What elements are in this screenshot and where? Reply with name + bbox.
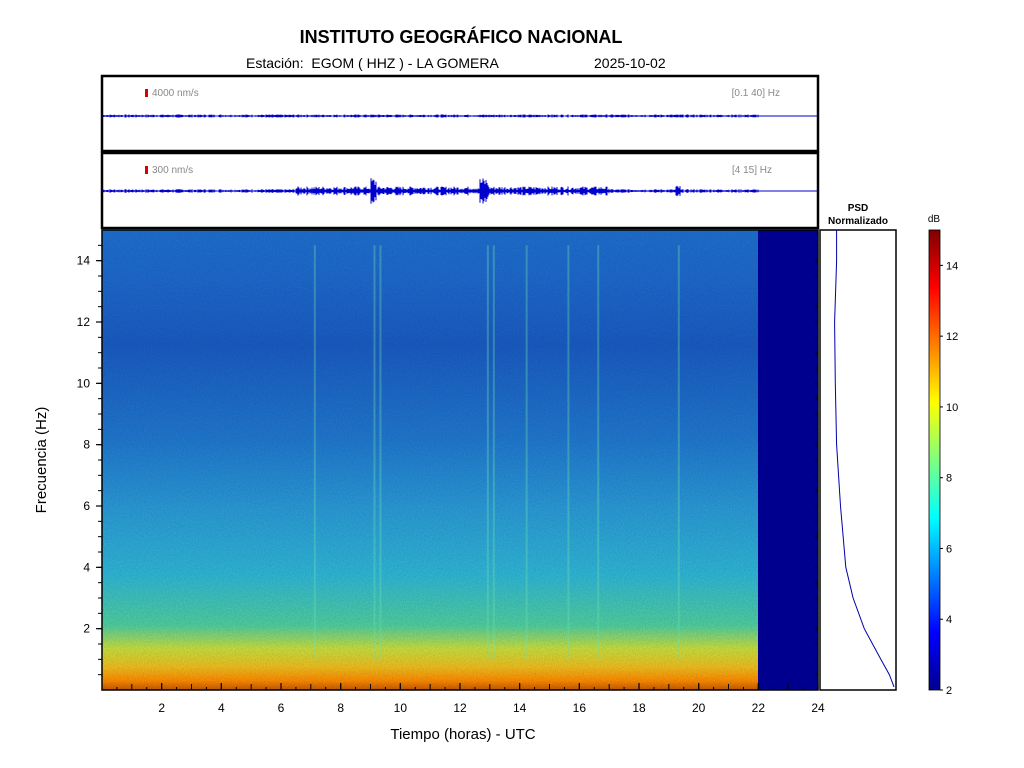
colorbar-tick-label: 14 <box>946 260 958 272</box>
x-tick-label: 20 <box>692 701 706 715</box>
scale-bar-1 <box>145 89 148 97</box>
y-tick-label: 12 <box>77 315 91 329</box>
y-axis-label: Frecuencia (Hz) <box>33 407 50 514</box>
x-axis: 2 4 6 8 10 12 14 16 18 20 22 24 <box>116 683 825 715</box>
spectrogram-streak <box>492 245 495 660</box>
x-tick-label: 14 <box>513 701 527 715</box>
x-tick-label: 24 <box>811 701 825 715</box>
spectrogram-streak <box>373 245 376 660</box>
psd-title-2: Normalizado <box>828 216 888 227</box>
psd-curve <box>834 230 895 688</box>
y-tick-label: 8 <box>83 438 90 452</box>
x-tick-label: 10 <box>394 701 408 715</box>
colorbar-tick-label: 10 <box>946 402 958 414</box>
x-tick-label: 4 <box>218 701 225 715</box>
colorbar-tick-label: 12 <box>946 331 958 343</box>
psd-panel: PSD Normalizado <box>819 203 897 691</box>
x-tick-label: 22 <box>752 701 766 715</box>
x-tick-label: 2 <box>158 701 165 715</box>
scale-bar-2 <box>145 166 148 174</box>
seismogram-panel-2: 300 nm/s [4 15] Hz <box>100 151 820 230</box>
y-tick-label: 14 <box>77 254 91 268</box>
station-label: Estación: EGOM ( HHZ ) - LA GOMERA <box>246 55 499 71</box>
spectrogram-streaks <box>313 245 680 660</box>
spectrogram-streak <box>567 245 570 660</box>
x-tick-label: 16 <box>573 701 587 715</box>
x-tick-label: 18 <box>632 701 646 715</box>
seismogram-trace-2 <box>102 178 759 204</box>
spectrogram-noise <box>102 230 758 690</box>
date-label: 2025-10-02 <box>594 55 666 71</box>
trace-scale-label-2: 300 nm/s <box>152 165 193 176</box>
spectrogram-streak <box>597 245 600 660</box>
x-tick-label: 12 <box>453 701 467 715</box>
seismogram-panel-1: 4000 nm/s [0.1 40] Hz <box>100 74 820 153</box>
y-axis: 2 4 6 8 10 12 14 <box>77 244 818 676</box>
spectrogram-streak <box>525 245 528 660</box>
colorbar-scale <box>928 229 941 691</box>
colorbar-ticks: 2 4 6 8 10 12 14 <box>940 260 958 697</box>
colorbar-tick-label: 6 <box>946 543 952 555</box>
y-tick-label: 2 <box>83 622 90 636</box>
y-tick-label: 4 <box>83 560 90 574</box>
psd-title-1: PSD <box>848 203 869 214</box>
x-tick-label: 8 <box>337 701 344 715</box>
trace-scale-label-1: 4000 nm/s <box>152 88 199 99</box>
spectrogram-streak <box>677 245 680 660</box>
spectrogram-streak <box>313 245 316 660</box>
spectrogram-streak <box>486 245 489 660</box>
psd-frame <box>819 229 897 691</box>
colorbar-unit: dB <box>928 214 941 225</box>
y-tick-label: 10 <box>77 376 91 390</box>
colorbar-tick-label: 4 <box>946 614 952 626</box>
spectrogram-no-data <box>758 230 818 690</box>
colorbar-tick-label: 8 <box>946 473 952 485</box>
x-tick-label: 6 <box>278 701 285 715</box>
seismogram-trace-1 <box>102 114 759 118</box>
page-title: INSTITUTO GEOGRÁFICO NACIONAL <box>299 27 623 47</box>
x-axis-label: Tiempo (horas) - UTC <box>390 726 535 743</box>
spectrogram-streak <box>379 245 382 660</box>
colorbar: dB 2 4 6 8 10 12 14 <box>928 214 958 697</box>
colorbar-tick-label: 2 <box>946 685 952 697</box>
trace-band-label-2: [4 15] Hz <box>732 165 772 176</box>
y-tick-label: 6 <box>83 499 90 513</box>
trace-band-label-1: [0.1 40] Hz <box>732 88 780 99</box>
